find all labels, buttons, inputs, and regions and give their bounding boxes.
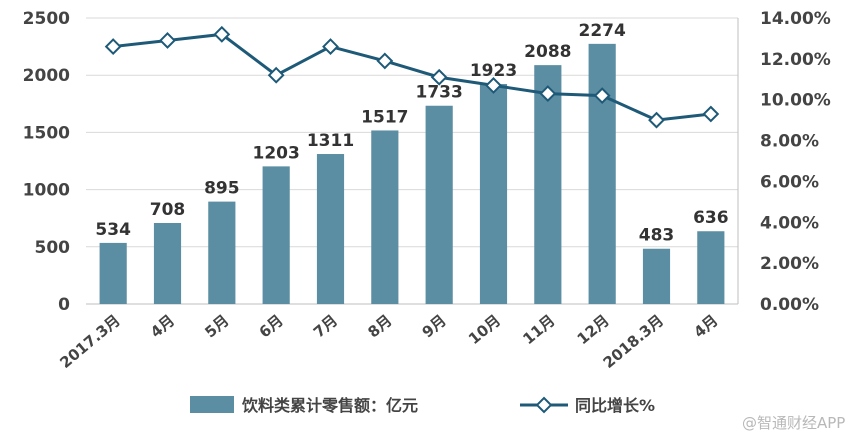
legend-line-label: 同比增长% [575, 396, 655, 415]
line-point [376, 52, 394, 70]
left-axis: 0 500 1000 1500 2000 2500 [23, 9, 70, 315]
line-point [322, 38, 339, 56]
bar-series [99, 43, 725, 305]
bar [479, 84, 508, 305]
right-tick-label: 8.00% [760, 132, 819, 152]
right-tick-label: 10.00% [760, 91, 831, 111]
right-axis: 0.00% 2.00% 4.00% 6.00% 8.00% 10.00% 12.00% 14.… [760, 9, 831, 315]
left-tick-label: 1000 [23, 181, 70, 201]
category-label: 4月 [147, 311, 178, 341]
left-tick-label: 2500 [23, 9, 70, 29]
bar-data-label: 1203 [253, 143, 300, 163]
legend-line-marker [535, 396, 553, 414]
line-point [702, 105, 720, 123]
bar-data-label: 1733 [416, 83, 463, 103]
bar-data-label: 1517 [361, 107, 408, 127]
line-point [539, 85, 557, 103]
category-label: 4月 [690, 311, 721, 341]
line-path [112, 32, 712, 122]
category-label: 6月 [256, 311, 287, 341]
right-tick-label: 14.00% [760, 9, 831, 29]
line-point [485, 77, 502, 94]
right-tick-label: 0.00% [760, 295, 819, 315]
bar-data-labels: 534 708 895 1203 1311 1517 1733 1923 2088 2274 483… [95, 21, 728, 246]
bar-data-label: 636 [693, 208, 729, 228]
bar [262, 166, 290, 304]
legend-bar-label: 饮料类累计零售额：亿元 [241, 396, 418, 415]
left-tick-label: 500 [35, 238, 71, 258]
bar [534, 65, 562, 304]
left-tick-label: 2000 [23, 66, 70, 86]
category-label: 11月 [519, 311, 558, 348]
bar-data-label: 708 [150, 200, 186, 220]
left-tick-label: 0 [58, 295, 70, 315]
right-tick-label: 6.00% [760, 172, 819, 192]
category-label: 10月 [465, 311, 504, 348]
gridlines [86, 17, 739, 305]
bar-data-label: 2088 [524, 42, 571, 62]
category-label: 12月 [574, 311, 613, 348]
line-point [648, 111, 665, 129]
bar [642, 248, 671, 304]
line-point [213, 25, 231, 43]
line-point [104, 38, 122, 56]
category-label: 9月 [419, 311, 450, 341]
left-tick-label: 1500 [23, 123, 70, 143]
line-point [593, 87, 611, 105]
bar [425, 105, 453, 304]
bar [208, 201, 236, 304]
bar [153, 223, 182, 304]
line-point [267, 66, 285, 84]
category-label: 2017.3月 [56, 311, 123, 372]
category-label: 8月 [364, 311, 395, 341]
right-tick-label: 4.00% [760, 213, 819, 233]
line-point [159, 32, 176, 49]
category-label: 2018.3月 [600, 311, 667, 372]
bar-data-label: 2274 [579, 21, 626, 41]
bar [697, 231, 725, 304]
category-label: 7月 [310, 311, 341, 341]
line-point [430, 68, 448, 86]
watermark: @智通财经APP [742, 414, 845, 432]
bar-data-label: 1311 [307, 131, 354, 151]
legend-bar-swatch [190, 396, 234, 413]
line-series [104, 25, 720, 129]
bar [371, 130, 399, 304]
bar [99, 242, 127, 304]
bar-data-label: 895 [204, 179, 240, 199]
legend: 饮料类累计零售额：亿元 同比增长% [190, 396, 655, 415]
bar-data-label: 483 [639, 226, 675, 246]
bar-data-label: 1923 [470, 61, 517, 81]
bar-data-label: 534 [95, 220, 131, 240]
bar [316, 154, 345, 304]
category-label: 5月 [201, 311, 232, 341]
right-tick-label: 2.00% [760, 254, 819, 274]
right-tick-label: 12.00% [760, 50, 831, 70]
bar [588, 43, 616, 304]
